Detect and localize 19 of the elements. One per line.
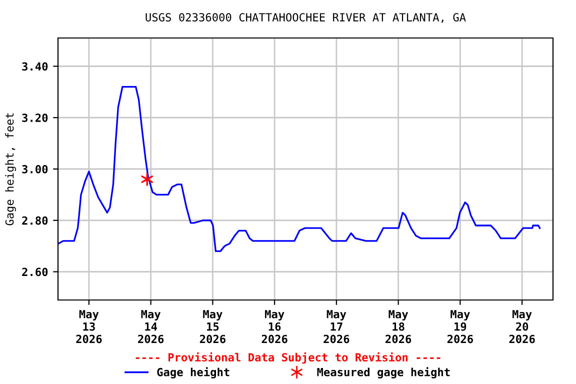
y-axis-title: Gage height, feet <box>5 113 16 226</box>
chart-title: USGS 02336000 CHATTAHOOCHEE RIVER AT ATLANTA, GA <box>146 13 466 23</box>
text: ---- Provisional Data Subject to Revision ---- <box>136 352 440 364</box>
y-tick-label: 2.60 <box>22 268 48 276</box>
x-tick-label: May 18 2026 <box>386 310 412 344</box>
y-tick-label: 3.20 <box>22 114 48 122</box>
x-tick-label: May 14 2026 <box>138 310 164 344</box>
line-series <box>58 86 541 252</box>
x-tick-label: May 16 2026 <box>262 310 288 344</box>
y-tick-label: 2.80 <box>22 216 48 225</box>
x-tick-label: May 15 2026 <box>200 310 226 344</box>
x-tick-label: May 17 2026 <box>324 310 350 344</box>
x-tick-label: May 19 2026 <box>447 310 473 344</box>
x-tick-label: May 13 2026 <box>76 310 102 344</box>
y-tick-label: 3.40 <box>22 62 48 71</box>
x-tick-label: May 20 2026 <box>509 310 535 344</box>
y-tick-label: 3.00 <box>22 164 48 174</box>
legend-label: Gage height <box>157 367 230 378</box>
legend-label: Measured gage height <box>317 367 450 378</box>
